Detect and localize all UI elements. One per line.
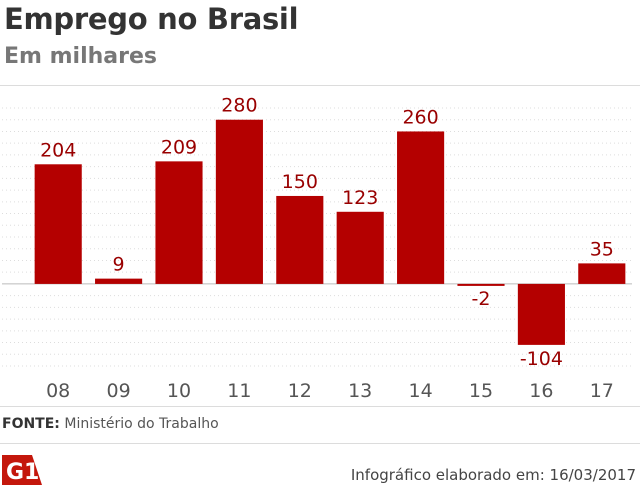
- bottom-divider: [0, 406, 640, 407]
- value-labels: 204 9 209 280 150 123 260 -2 -104 35: [40, 95, 614, 370]
- bar-08: [34, 164, 82, 284]
- chart-title: Emprego no Brasil: [4, 2, 299, 36]
- bar-12: [276, 195, 324, 284]
- x-tick-12: 12: [288, 380, 312, 402]
- infographic-date: Infográfico elaborado em: 16/03/2017: [350, 466, 636, 484]
- footer-divider: [0, 443, 640, 444]
- value-label-13: 123: [342, 187, 378, 209]
- x-tick-14: 14: [409, 380, 433, 402]
- bar-13: [336, 211, 384, 284]
- x-tick-17: 17: [590, 380, 614, 402]
- x-tick-11: 11: [227, 380, 251, 402]
- g1-logo: G1: [2, 455, 42, 485]
- x-tick-13: 13: [348, 380, 372, 402]
- top-divider: [0, 85, 640, 86]
- bar-11: [215, 119, 263, 284]
- source-label: FONTE:: [2, 416, 60, 432]
- source-line: FONTE: Ministério do Trabalho: [2, 416, 219, 432]
- bar-15: [457, 283, 505, 286]
- value-label-14: 260: [402, 106, 438, 128]
- value-label-15: -2: [472, 288, 491, 310]
- value-label-10: 209: [161, 136, 197, 158]
- x-tick-09: 09: [107, 380, 131, 402]
- value-label-17: 35: [590, 238, 614, 260]
- value-label-12: 150: [282, 171, 318, 193]
- bar-09: [95, 278, 143, 284]
- bars: [34, 119, 626, 345]
- value-label-16: -104: [520, 348, 563, 370]
- value-label-08: 204: [40, 139, 76, 161]
- chart-subtitle: Em milhares: [4, 44, 157, 69]
- value-label-11: 280: [221, 95, 257, 117]
- value-label-09: 9: [113, 254, 125, 276]
- bar-chart: 204 9 209 280 150 123 260 -2 -104 35 08 09 10 11 12 13…: [2, 95, 632, 402]
- bar-14: [397, 131, 445, 284]
- source-text: Ministério do Trabalho: [64, 416, 219, 432]
- x-axis-ticks: 08 09 10 11 12 13 14 15 16 17: [46, 380, 614, 402]
- bar-10: [155, 161, 203, 284]
- x-tick-08: 08: [46, 380, 70, 402]
- bar-17: [578, 263, 626, 284]
- x-tick-16: 16: [529, 380, 553, 402]
- bar-16: [517, 283, 565, 345]
- x-tick-15: 15: [469, 380, 493, 402]
- logo-text: G1: [6, 460, 39, 485]
- x-tick-10: 10: [167, 380, 191, 402]
